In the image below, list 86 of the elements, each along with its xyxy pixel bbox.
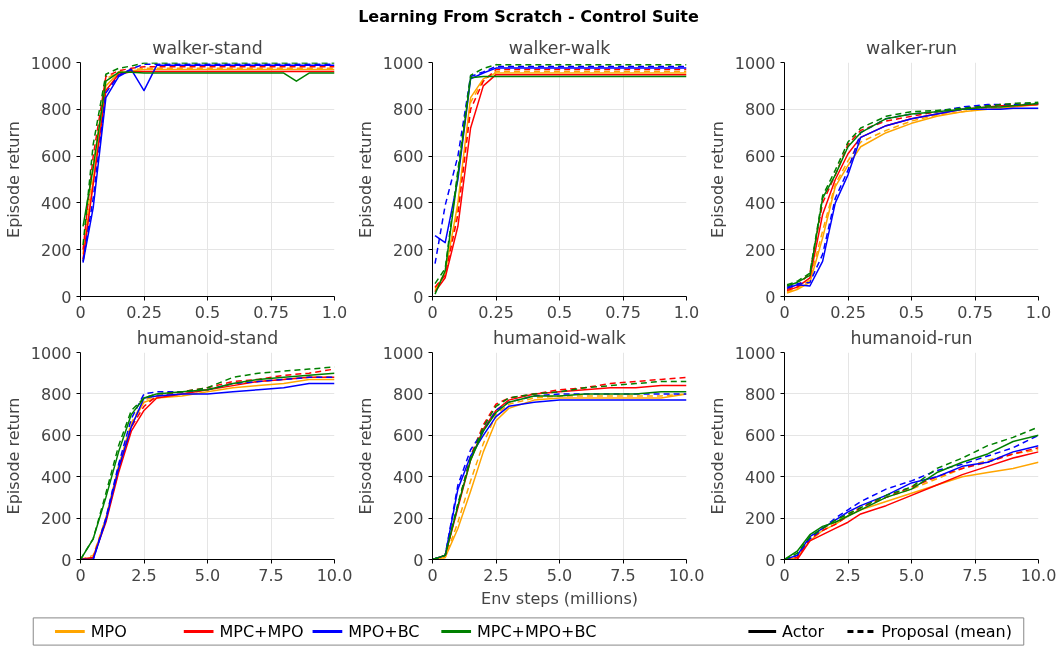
x-tick-label: 7.5 <box>610 565 636 585</box>
text: Learning From Scratch - Control Suite <box>358 7 699 26</box>
y-tick-label: 400 <box>40 467 72 487</box>
y-tick-label: 600 <box>392 426 424 446</box>
legend-label: MPC+MPO+BC <box>476 622 597 641</box>
y-tick-label: 800 <box>744 384 776 404</box>
x-tick-label: 0.25 <box>478 302 514 322</box>
chart-title: humanoid-walk <box>493 327 626 348</box>
chart-title: walker-run <box>865 37 958 58</box>
y-tick-label: 1000 <box>30 53 72 73</box>
x-tick-label: 0 <box>779 302 790 322</box>
y-axis-title: Episode return <box>707 397 727 515</box>
y-tick-label: 800 <box>40 384 72 404</box>
x-tick-label: 0.5 <box>194 302 221 322</box>
y-tick-label: 1000 <box>30 343 72 363</box>
x-tick-label: 2.5 <box>131 565 157 585</box>
x-tick-label: 0.75 <box>957 302 993 322</box>
y-axis-title: Episode return <box>355 121 375 238</box>
y-tick-label: 800 <box>744 100 776 120</box>
y-axis-title: Episode return <box>355 397 375 515</box>
x-tick-label: 0 <box>427 565 438 585</box>
x-tick-label: 0 <box>779 565 790 585</box>
x-tick-label: 0.5 <box>546 302 573 322</box>
y-tick-label: 400 <box>744 193 776 213</box>
chart-title: humanoid-run <box>850 327 973 348</box>
x-tick-label: 0.5 <box>898 302 925 322</box>
y-tick-label: 400 <box>392 193 424 213</box>
x-tick-label: 2.5 <box>483 565 509 585</box>
chart-title: walker-walk <box>508 37 611 58</box>
y-tick-label: 1000 <box>382 343 424 363</box>
x-tick-label: 5.0 <box>194 565 221 585</box>
y-tick-label: 600 <box>744 147 776 167</box>
y-tick-label: 0 <box>413 287 424 307</box>
y-tick-label: 200 <box>40 240 72 260</box>
x-axis-title: Env steps (millions) <box>481 588 638 608</box>
x-tick-label: 7.5 <box>962 565 988 585</box>
y-tick-label: 1000 <box>734 53 776 73</box>
y-tick-label: 0 <box>413 550 424 570</box>
y-tick-label: 1000 <box>734 343 776 363</box>
x-tick-label: 1.0 <box>1025 302 1052 322</box>
x-tick-label: 0.25 <box>126 302 162 322</box>
x-tick-label: 1.0 <box>321 302 348 322</box>
x-tick-label: 5.0 <box>898 565 925 585</box>
y-tick-label: 600 <box>744 426 776 446</box>
y-tick-label: 600 <box>40 426 72 446</box>
x-tick-label: 0.75 <box>605 302 641 322</box>
x-tick-label: 0 <box>427 302 438 322</box>
chart-title: walker-stand <box>152 37 263 58</box>
text: Proposal (mean) <box>881 622 1012 641</box>
y-tick-label: 0 <box>765 550 776 570</box>
y-tick-label: 200 <box>392 509 424 529</box>
x-tick-label: 0 <box>75 302 86 322</box>
y-axis-title: Episode return <box>707 121 727 238</box>
x-tick-label: 2.5 <box>835 565 861 585</box>
y-tick-label: 800 <box>392 100 424 120</box>
chart-title: humanoid-stand <box>136 327 279 348</box>
y-tick-label: 1000 <box>382 53 424 73</box>
y-axis-title: Episode return <box>3 397 23 515</box>
x-tick-label: 0 <box>75 565 86 585</box>
y-tick-label: 800 <box>40 100 72 120</box>
y-tick-label: 400 <box>392 467 424 487</box>
y-tick-label: 200 <box>744 509 776 529</box>
y-tick-label: 200 <box>392 240 424 260</box>
legend-label: MPO <box>90 622 127 641</box>
y-tick-label: 800 <box>392 384 424 404</box>
legend-label: MPO+BC <box>348 622 420 641</box>
y-tick-label: 0 <box>765 287 776 307</box>
x-tick-label: 7.5 <box>258 565 284 585</box>
x-tick-label: 5.0 <box>546 565 573 585</box>
y-tick-label: 400 <box>744 467 776 487</box>
y-tick-label: 600 <box>392 147 424 167</box>
y-tick-label: 600 <box>40 147 72 167</box>
y-axis-title: Episode return <box>3 121 23 238</box>
text: Actor <box>782 622 825 641</box>
x-tick-label: 1.0 <box>673 302 700 322</box>
y-tick-label: 400 <box>40 193 72 213</box>
x-tick-label: 10.0 <box>668 565 705 585</box>
legend-label: MPC+MPO <box>219 622 304 641</box>
y-tick-label: 200 <box>40 509 72 529</box>
x-tick-label: 10.0 <box>1020 565 1057 585</box>
y-tick-label: 200 <box>744 240 776 260</box>
y-tick-label: 0 <box>61 287 72 307</box>
x-tick-label: 10.0 <box>316 565 353 585</box>
x-tick-label: 0.25 <box>830 302 866 322</box>
y-tick-label: 0 <box>61 550 72 570</box>
x-tick-label: 0.75 <box>253 302 289 322</box>
